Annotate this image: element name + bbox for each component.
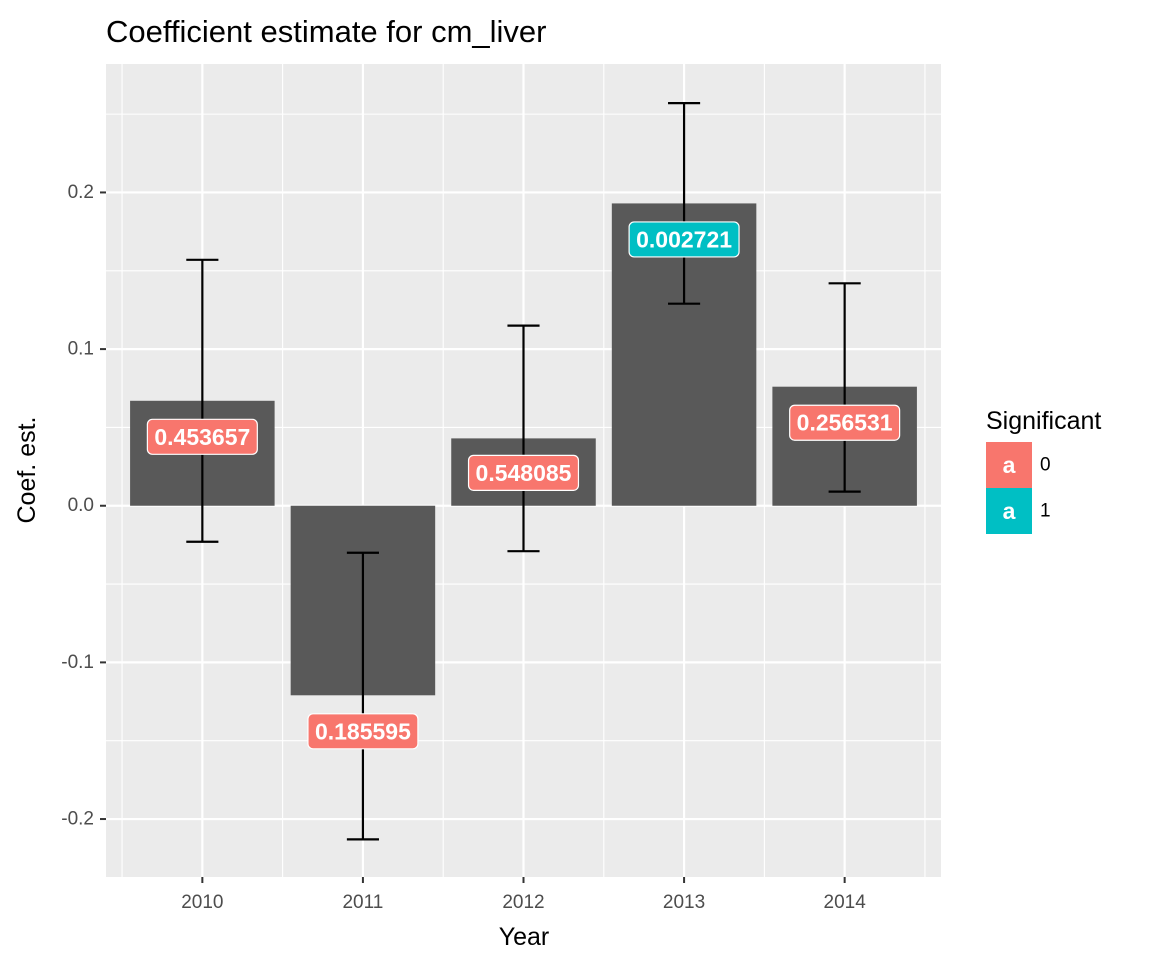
errorbar-2014 [828, 282, 861, 493]
data-label-box [467, 454, 580, 491]
legend-key-glyph: a [1003, 498, 1016, 524]
data-label-2011: 0.185595 [307, 713, 419, 750]
errorbar-2011 [346, 551, 379, 841]
data-label-box [628, 221, 740, 258]
legend: Significant a 0a 1 [986, 407, 1101, 534]
y-tick-label: -0.2 [61, 809, 94, 830]
y-tick-label: 0.1 [68, 339, 94, 360]
legend-title: Significant [986, 407, 1101, 435]
data-label-box [789, 404, 901, 441]
y-tick-label: 0.0 [68, 495, 94, 516]
data-labels: 0.453657 0.185595 0.548085 0.002721 0.256531 [146, 221, 901, 750]
data-label-2010: 0.453657 [146, 418, 258, 455]
x-tick-label: 2010 [181, 892, 223, 913]
data-label-2013: 0.002721 [628, 221, 740, 258]
data-label-text: 0.453657 [154, 424, 250, 450]
data-label-text: 0.002721 [636, 226, 732, 252]
legend-label: 1 [1040, 501, 1051, 522]
error-bars [186, 102, 861, 841]
data-label-2012: 0.548085 [467, 454, 580, 491]
data-label-2014: 0.256531 [789, 404, 901, 441]
legend-label: 0 [1040, 455, 1051, 476]
y-tick-label: 0.2 [68, 182, 94, 203]
data-label-box [307, 713, 419, 750]
x-tick-label: 2011 [342, 892, 383, 913]
data-label-text: 0.548085 [476, 460, 572, 486]
x-axis: 2010 2011 2012 2013 2014 [181, 877, 866, 913]
errorbar-2012 [507, 324, 540, 553]
legend-key [986, 442, 1032, 488]
x-tick-label: 2014 [824, 892, 867, 913]
data-label-text: 0.256531 [797, 410, 893, 436]
chart-title: Coefficient estimate for cm_liver [106, 14, 546, 49]
errorbar-2010 [186, 258, 219, 543]
data-label-box [146, 418, 258, 455]
x-tick-label: 2013 [663, 892, 705, 913]
y-axis: -0.2 -0.1 0.0 0.1 0.2 [61, 182, 106, 830]
x-tick-label: 2012 [502, 892, 544, 913]
x-axis-title: Year [499, 923, 550, 951]
legend-key [986, 488, 1032, 534]
errorbar-2013 [668, 102, 701, 305]
y-axis-title: Coef. est. [13, 417, 41, 524]
legend-key-glyph: a [1003, 452, 1016, 478]
y-tick-label: -0.1 [61, 652, 94, 673]
data-label-text: 0.185595 [315, 718, 411, 744]
